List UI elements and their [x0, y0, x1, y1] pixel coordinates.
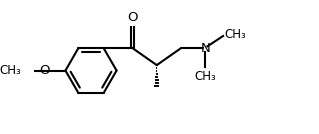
Text: CH₃: CH₃ [195, 70, 216, 83]
Text: O: O [39, 64, 49, 77]
Text: CH₃: CH₃ [225, 28, 246, 41]
Text: O: O [128, 11, 138, 24]
Text: CH₃: CH₃ [0, 64, 21, 77]
Text: N: N [201, 42, 210, 55]
